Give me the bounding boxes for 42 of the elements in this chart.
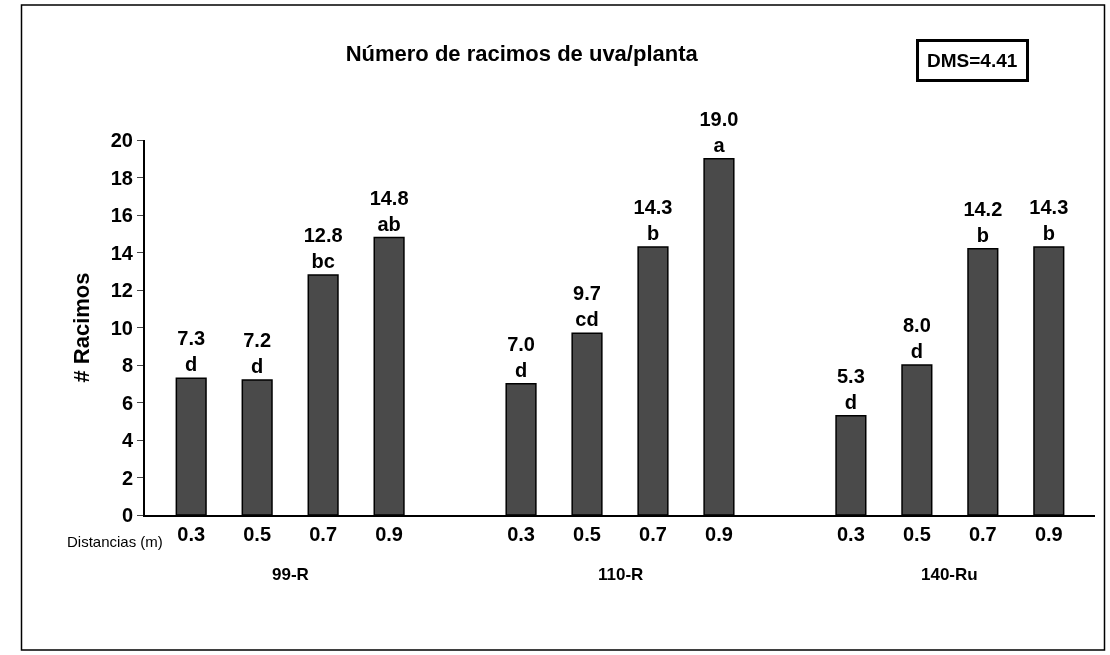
x-tick-label: 0.3 bbox=[836, 523, 865, 545]
y-tick-label: 4 bbox=[121, 429, 134, 451]
data-label: 14.2 b bbox=[963, 197, 1003, 246]
y-tick-label: 6 bbox=[121, 391, 133, 414]
data-label: 7.2 d bbox=[243, 329, 272, 377]
data-label: 12.8 bc bbox=[303, 224, 343, 272]
x-tick-label: 0.9 bbox=[1034, 523, 1063, 545]
data-label: 19.0 a bbox=[699, 107, 739, 156]
x-tick-label: 0.3 bbox=[177, 523, 206, 545]
x-tick-label: 0.7 bbox=[639, 523, 667, 545]
text: 140-Ru bbox=[921, 565, 978, 584]
y-axis-title: # Racimos bbox=[69, 272, 95, 383]
data-label: 7.3 d bbox=[177, 327, 206, 376]
data-label: 9.7 cd bbox=[573, 282, 601, 331]
y-tick-label: 0 bbox=[121, 504, 133, 526]
data-label: 7.0 d bbox=[507, 332, 535, 381]
text: 110-R bbox=[598, 565, 644, 584]
x-tick-label: 0.5 bbox=[243, 523, 272, 545]
y-tick-label: 12 bbox=[110, 279, 133, 301]
y-tick-label: 16 bbox=[110, 204, 133, 226]
text: 99-R bbox=[272, 565, 309, 584]
text: Distancias (m) bbox=[67, 533, 163, 550]
x-tick-label: 0.7 bbox=[968, 523, 997, 545]
x-tick-label: 0.7 bbox=[309, 523, 338, 545]
x-tick-label: 0.5 bbox=[573, 523, 601, 545]
data-label: 8.0 d bbox=[902, 314, 931, 362]
y-tick-label: 10 bbox=[110, 316, 133, 339]
text: DMS=4.41 bbox=[927, 50, 1018, 71]
y-tick-label: 18 bbox=[110, 166, 133, 189]
x-tick-label: 0.3 bbox=[507, 523, 535, 545]
y-tick-label: 8 bbox=[121, 354, 133, 376]
y-tick-label: 14 bbox=[110, 241, 134, 264]
x-tick-label: 0.9 bbox=[375, 523, 404, 545]
data-label: 14.8 ab bbox=[369, 186, 409, 235]
data-label: 14.3 b bbox=[1029, 195, 1069, 244]
x-tick-label: 0.5 bbox=[902, 523, 931, 545]
y-tick-label: 2 bbox=[121, 466, 133, 489]
data-label: 14.3 b bbox=[633, 195, 673, 244]
y-tick-label: 20 bbox=[110, 129, 133, 151]
data-label: 5.3 d bbox=[837, 364, 865, 413]
x-tick-label: 0.9 bbox=[705, 523, 733, 545]
chart-title: Número de racimos de uva/planta bbox=[345, 41, 699, 67]
